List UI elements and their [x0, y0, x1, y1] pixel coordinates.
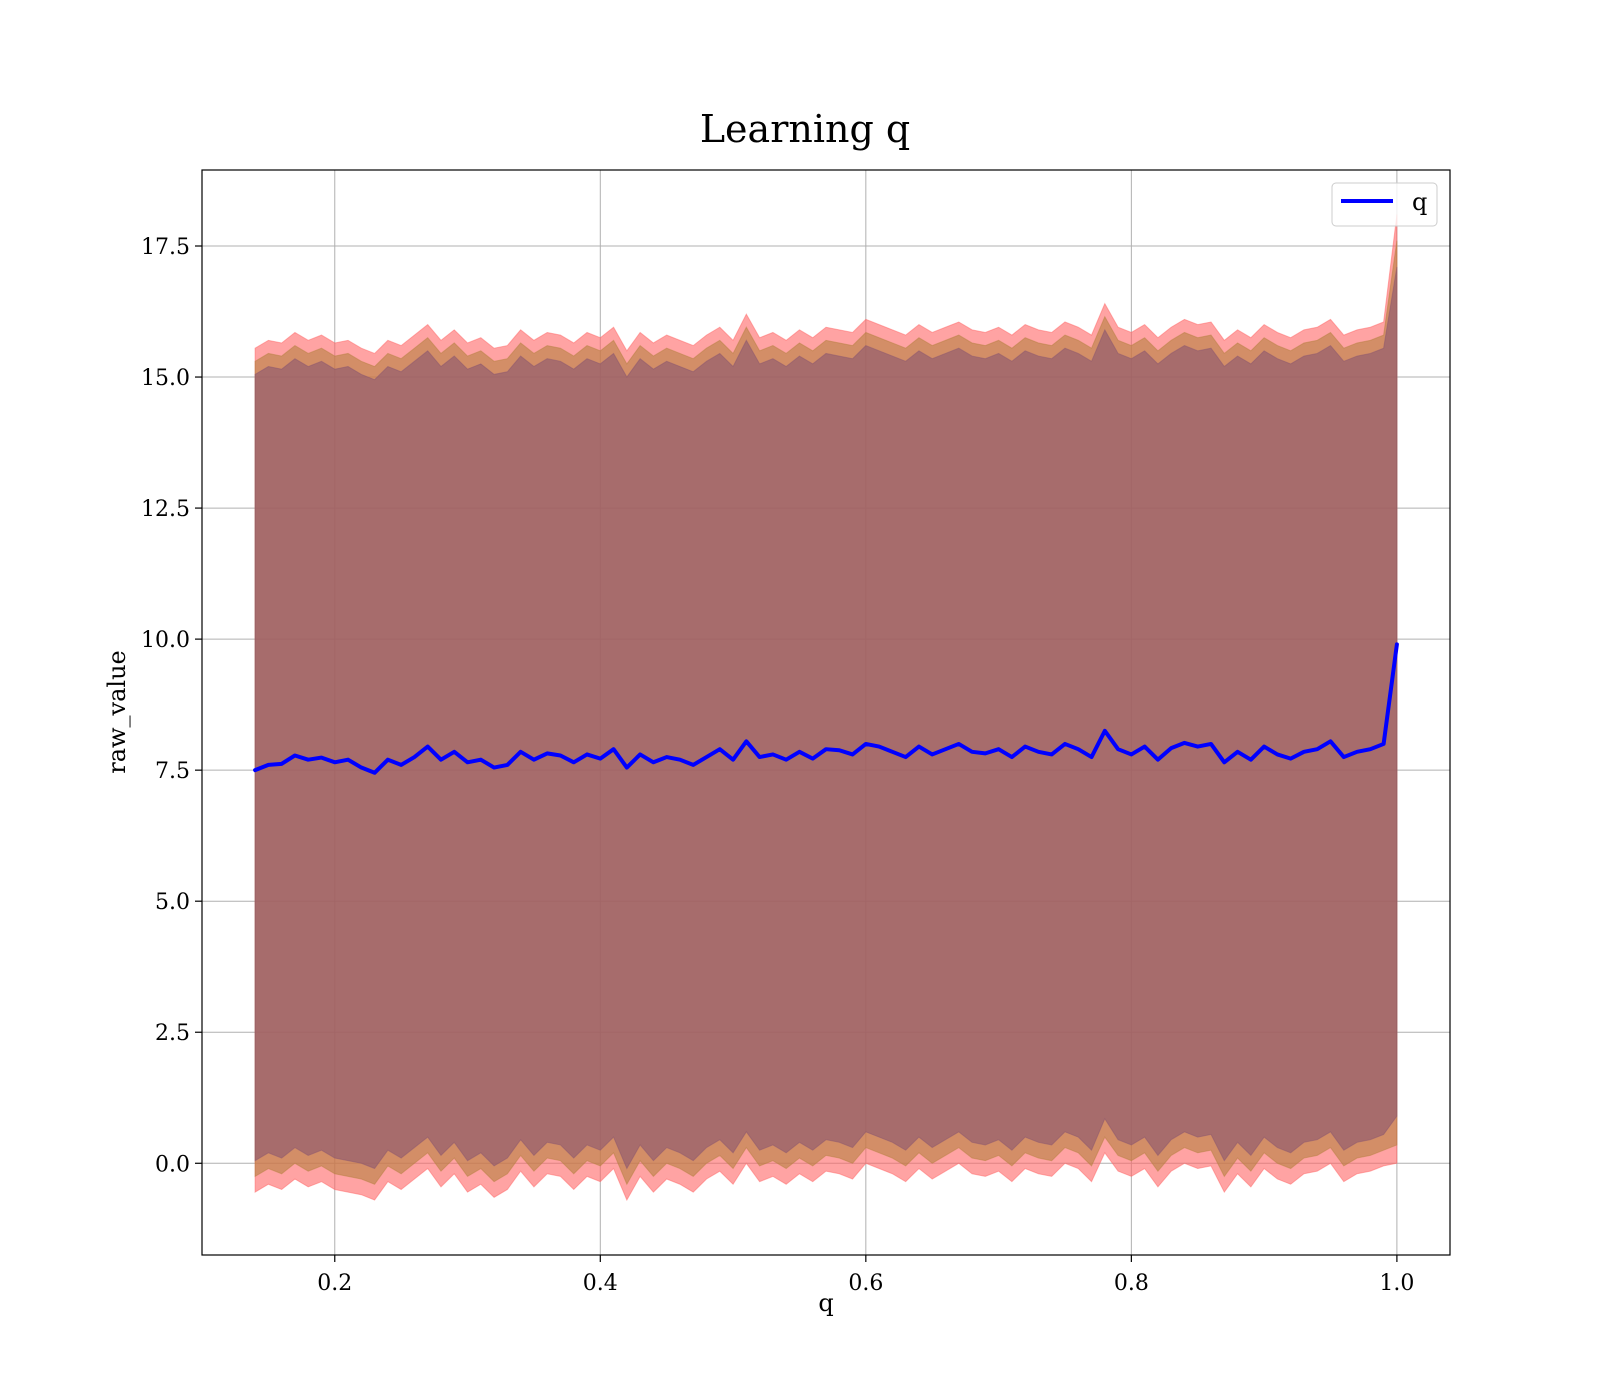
y-tick-label: 17.5 — [141, 235, 190, 260]
x-tick-label: 0.4 — [583, 1271, 618, 1296]
legend: q — [1331, 182, 1438, 227]
y-tick-label: 7.5 — [155, 759, 190, 784]
y-axis-label: raw_value — [103, 650, 131, 774]
plot-frame — [201, 169, 1451, 1256]
y-tick-label: 12.5 — [141, 497, 190, 522]
legend-label-q: q — [1412, 188, 1427, 216]
x-tick-label: 1.0 — [1379, 1271, 1414, 1296]
y-tick-label: 0.0 — [155, 1152, 190, 1177]
x-tick-label: 0.8 — [1114, 1271, 1149, 1296]
y-tick-label: 15.0 — [141, 366, 190, 391]
y-tick-label: 5.0 — [155, 890, 190, 915]
x-axis-ticks: 0.2 0.4 0.6 0.8 1.0 — [317, 1255, 1414, 1296]
series-lines — [253, 642, 1399, 775]
legend-frame — [1331, 182, 1438, 227]
x-axis-label: q — [818, 1289, 833, 1317]
confidence-bands — [254, 214, 1398, 1202]
y-axis-ticks: 0.0 2.5 5.0 7.5 10.0 12.5 15.0 17.5 — [141, 235, 202, 1177]
x-tick-label: 0.2 — [317, 1271, 352, 1296]
series-line-q — [253, 642, 1399, 775]
chart-title: Learning q — [700, 107, 910, 151]
y-tick-label: 2.5 — [155, 1021, 190, 1046]
x-tick-label: 0.6 — [848, 1271, 883, 1296]
y-tick-label: 10.0 — [141, 628, 190, 653]
band-inner-band — [254, 266, 1398, 1170]
